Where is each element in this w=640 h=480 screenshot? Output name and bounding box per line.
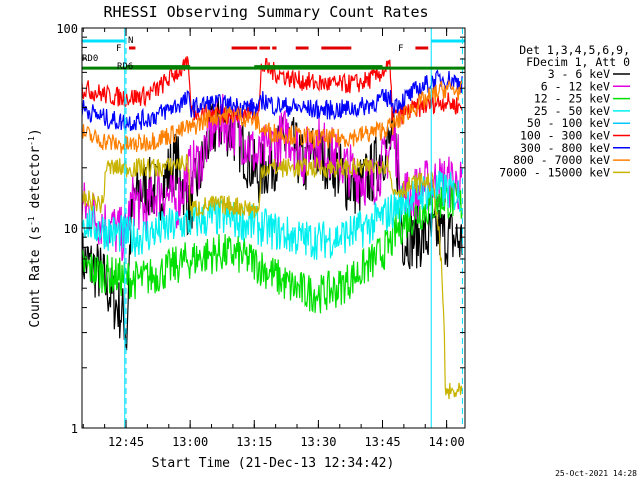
legend-label-6: 300 - 800 keV bbox=[520, 141, 610, 155]
rd6-label: RD6 bbox=[117, 62, 133, 72]
x-axis-label: Start Time (21-Dec-13 12:34:42) bbox=[152, 456, 395, 471]
x-tick-label-3: 13:30 bbox=[300, 435, 336, 449]
y-label-exp2: -1 bbox=[27, 136, 36, 146]
y-axis-label: Count Rate (s-1 detector-1) bbox=[27, 128, 43, 327]
f2-label: F bbox=[398, 44, 403, 54]
series-line-1 bbox=[81, 94, 463, 262]
series-layer bbox=[81, 55, 463, 400]
x-tick-label-2: 13:15 bbox=[236, 435, 272, 449]
series-line-3 bbox=[81, 170, 463, 260]
series-line-8 bbox=[81, 154, 463, 400]
legend-label-8: 7000 - 15000 keV bbox=[499, 165, 610, 179]
legend-header-1: Det 1,3,4,5,6,9, bbox=[519, 43, 630, 57]
x-tick-label-0: 12:45 bbox=[108, 435, 144, 449]
series-line-2 bbox=[81, 182, 463, 314]
x-tick-label-4: 13:45 bbox=[364, 435, 400, 449]
rd0-label: RD0 bbox=[82, 54, 98, 64]
legend: Det 1,3,4,5,6,9, FDecim 1, Att 0 3 - 6 k… bbox=[499, 43, 630, 179]
legend-label-1: 6 - 12 keV bbox=[541, 79, 610, 93]
legend-label-4: 50 - 100 keV bbox=[527, 116, 610, 130]
chart-title: RHESSI Observing Summary Count Rates bbox=[103, 3, 428, 21]
y-label-exp1: -1 bbox=[27, 216, 36, 226]
legend-label-0: 3 - 6 keV bbox=[548, 67, 610, 81]
axis-ticks: 12:45 13:00 13:15 13:30 13:45 14:00 1 10 100 bbox=[56, 22, 465, 449]
y-label-end: ) bbox=[28, 128, 43, 136]
y-label-mid: detector bbox=[28, 146, 43, 217]
x-tick-label-5: 14:00 bbox=[429, 435, 465, 449]
f-label: F bbox=[116, 44, 121, 54]
y-tick-label-2: 100 bbox=[56, 22, 78, 36]
legend-label-5: 100 - 300 keV bbox=[520, 129, 610, 143]
footer-date: 25-Oct-2021 14:28 bbox=[555, 469, 637, 478]
n-label: N bbox=[128, 36, 133, 46]
legend-label-3: 25 - 50 keV bbox=[534, 104, 610, 118]
series-line-6 bbox=[81, 69, 463, 131]
y-label-main: Count Rate (s bbox=[28, 226, 43, 328]
legend-header-2: FDecim 1, Att 0 bbox=[526, 55, 630, 69]
y-tick-label-0: 1 bbox=[71, 422, 78, 436]
legend-label-7: 800 - 7000 keV bbox=[513, 153, 610, 167]
x-tick-label-1: 13:00 bbox=[172, 435, 208, 449]
y-tick-label-1: 10 bbox=[64, 222, 78, 236]
series-line-7 bbox=[81, 79, 463, 154]
legend-label-2: 12 - 25 keV bbox=[534, 92, 610, 106]
